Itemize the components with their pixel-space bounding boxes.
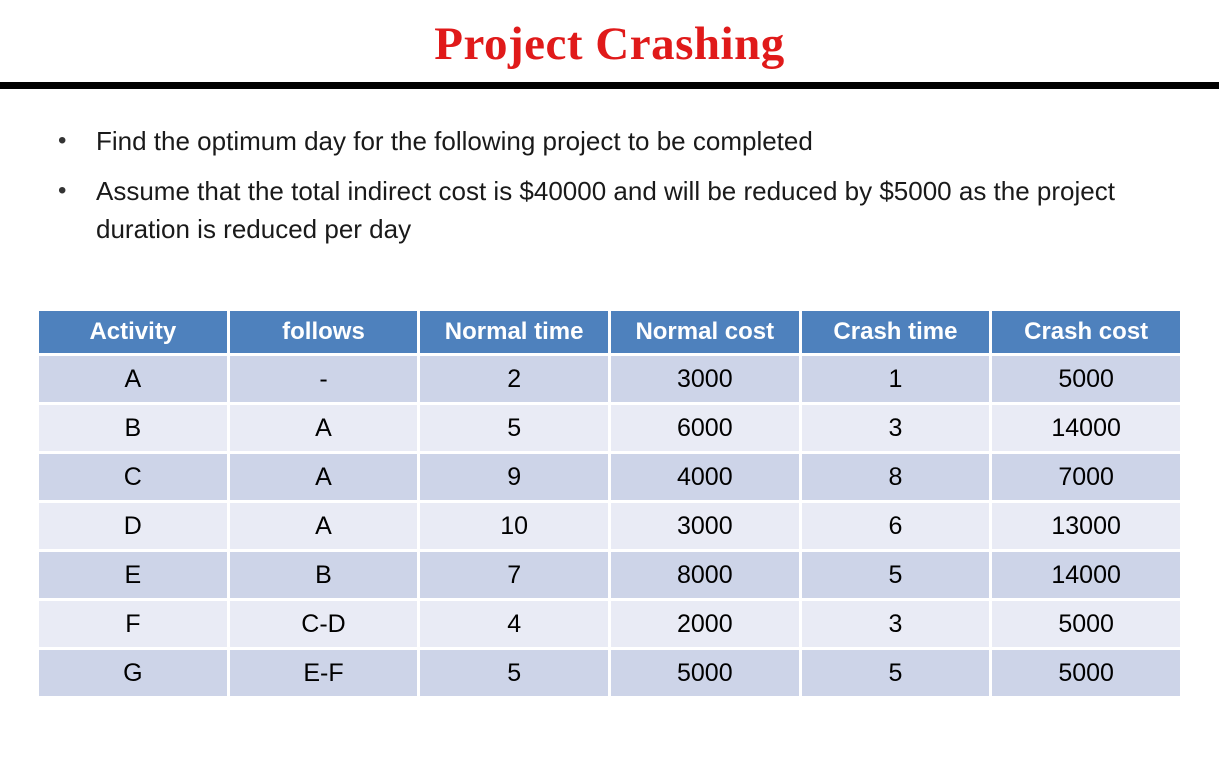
table-cell: A bbox=[229, 454, 418, 501]
table-cell: F bbox=[39, 601, 227, 648]
table-cell: 13000 bbox=[992, 503, 1180, 550]
bullet-marker: • bbox=[58, 177, 67, 205]
bullet-item: • Assume that the total indirect cost is… bbox=[56, 173, 1131, 248]
table-cell: D bbox=[39, 503, 227, 550]
table-cell: 6 bbox=[801, 503, 990, 550]
table-cell: 8000 bbox=[610, 552, 799, 599]
table-cell: 5 bbox=[420, 405, 608, 452]
table-cell: 5 bbox=[801, 552, 990, 599]
table-cell: C bbox=[39, 454, 227, 501]
table-cell: B bbox=[229, 552, 418, 599]
table-cell: E-F bbox=[229, 650, 418, 697]
cost-table-header-row: Activity follows Normal time Normal cost Cra… bbox=[39, 311, 1180, 354]
table-cell: 6000 bbox=[610, 405, 799, 452]
table-cell: 10 bbox=[420, 503, 608, 550]
table-header-cell: Crash cost bbox=[992, 311, 1180, 354]
bullet-text: Find the optimum day for the following p… bbox=[96, 126, 813, 157]
table-cell: 1 bbox=[801, 356, 990, 403]
table-row: F C-D 4 2000 3 5000 bbox=[39, 601, 1180, 648]
table-cell: 3 bbox=[801, 405, 990, 452]
table-cell: 5000 bbox=[992, 601, 1180, 648]
bullet-list: • Find the optimum day for the following… bbox=[56, 123, 1219, 248]
bullet-text: Assume that the total indirect cost is $… bbox=[96, 176, 1115, 244]
table-cell: 3000 bbox=[610, 356, 799, 403]
table-row: D A 10 3000 6 13000 bbox=[39, 503, 1180, 550]
table-header-cell: Normal cost bbox=[610, 311, 799, 354]
table-cell: 2000 bbox=[610, 601, 799, 648]
table-header-cell: follows bbox=[229, 311, 418, 354]
table-cell: 2 bbox=[420, 356, 608, 403]
table-cell: A bbox=[229, 405, 418, 452]
cost-table: Activity follows Normal time Normal cost Cra… bbox=[36, 308, 1183, 700]
table-cell: 8 bbox=[801, 454, 990, 501]
table-cell: 5000 bbox=[610, 650, 799, 697]
table-cell: A bbox=[229, 503, 418, 550]
table-cell: 5 bbox=[420, 650, 608, 697]
table-cell: A bbox=[39, 356, 227, 403]
bullet-item: • Find the optimum day for the following… bbox=[56, 123, 1131, 161]
table-cell: 14000 bbox=[992, 405, 1180, 452]
table-header-cell: Normal time bbox=[420, 311, 608, 354]
table-cell: 7000 bbox=[992, 454, 1180, 501]
bullet-marker: • bbox=[58, 127, 67, 155]
table-cell: 3 bbox=[801, 601, 990, 648]
slide: Project Crashing • Find the optimum day … bbox=[0, 16, 1219, 781]
table-cell: 14000 bbox=[992, 552, 1180, 599]
table-cell: 7 bbox=[420, 552, 608, 599]
table-cell: 4 bbox=[420, 601, 608, 648]
table-cell: 9 bbox=[420, 454, 608, 501]
table-cell: 5000 bbox=[992, 650, 1180, 697]
table-row: E B 7 8000 5 14000 bbox=[39, 552, 1180, 599]
table-row: A -2 3000 1 5000 bbox=[39, 356, 1180, 403]
table-cell: C-D bbox=[229, 601, 418, 648]
table-cell: 5000 bbox=[992, 356, 1180, 403]
table-cell: B bbox=[39, 405, 227, 452]
table-row: C A 9 4000 8 7000 bbox=[39, 454, 1180, 501]
title-divider bbox=[0, 82, 1219, 90]
cost-table-head: Activity follows Normal time Normal cost Cra… bbox=[39, 311, 1180, 354]
table-header-cell: Crash time bbox=[801, 311, 990, 354]
table-header-cell: Activity bbox=[39, 311, 227, 354]
table-row: G E-F 5 5000 5 5000 bbox=[39, 650, 1180, 697]
cost-table-body: A -2 3000 1 5000 B A 5 6000 3 14000 C A 9 4000 8 7000 D A 1… bbox=[39, 356, 1180, 697]
table-cell: 5 bbox=[801, 650, 990, 697]
table-cell: 4000 bbox=[610, 454, 799, 501]
table-cell: - bbox=[229, 356, 418, 403]
table-cell: 3000 bbox=[610, 503, 799, 550]
table-row: B A 5 6000 3 14000 bbox=[39, 405, 1180, 452]
table-cell: G bbox=[39, 650, 227, 697]
table-cell: E bbox=[39, 552, 227, 599]
page-title: Project Crashing bbox=[434, 18, 785, 70]
